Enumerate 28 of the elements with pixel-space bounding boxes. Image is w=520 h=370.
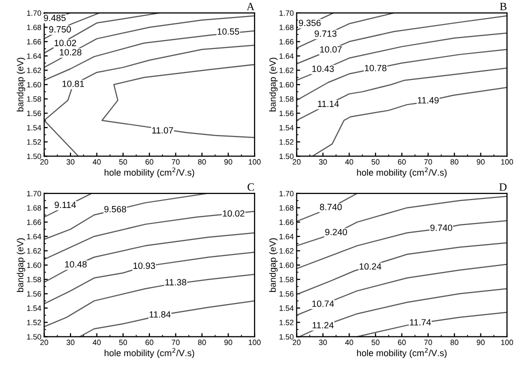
chart-title: C — [248, 183, 254, 191]
x-axis-title: hole mobility (cm$^{2}$/V.s) — [104, 167, 194, 178]
chart-title: A — [246, 2, 254, 10]
x-axis-title: hole mobility (cm$^{2}$/V.s) — [104, 348, 194, 358]
annotation: 11.38 — [165, 279, 186, 286]
annotation: 9.568 — [104, 206, 126, 212]
annotation: 10.55 — [218, 28, 240, 35]
y-axis-title: bandgap (eV) — [269, 238, 278, 292]
annotation: 9.750 — [49, 26, 71, 33]
annotation: 10.78 — [364, 64, 386, 72]
chart-title: D — [499, 183, 507, 191]
chart-title: B — [500, 2, 506, 10]
y-axis-title: bandgap (eV) — [16, 58, 26, 112]
annotation: 10.02 — [222, 210, 244, 217]
annotation: 9.114 — [54, 202, 76, 208]
y-axis-title: bandgap (eV) — [269, 58, 278, 112]
annotation: 11.49 — [418, 97, 439, 104]
annotation: 10.02 — [54, 40, 76, 46]
annotation: 9.485 — [44, 14, 66, 22]
annotation: 9.713 — [314, 30, 336, 37]
x-axis-title: hole mobility (cm$^{2}$/V.s) — [357, 348, 447, 358]
x-axis-title: hole mobility (cm$^{2}$/V.s) — [357, 167, 447, 178]
y-axis-title: bandgap (eV) — [16, 238, 26, 292]
annotation: 9.356 — [298, 20, 321, 26]
annotation: 10.07 — [320, 46, 342, 53]
annotation: 11.07 — [152, 127, 174, 134]
annotation: 10.24 — [360, 263, 382, 270]
annotation: 11.14 — [318, 100, 339, 107]
